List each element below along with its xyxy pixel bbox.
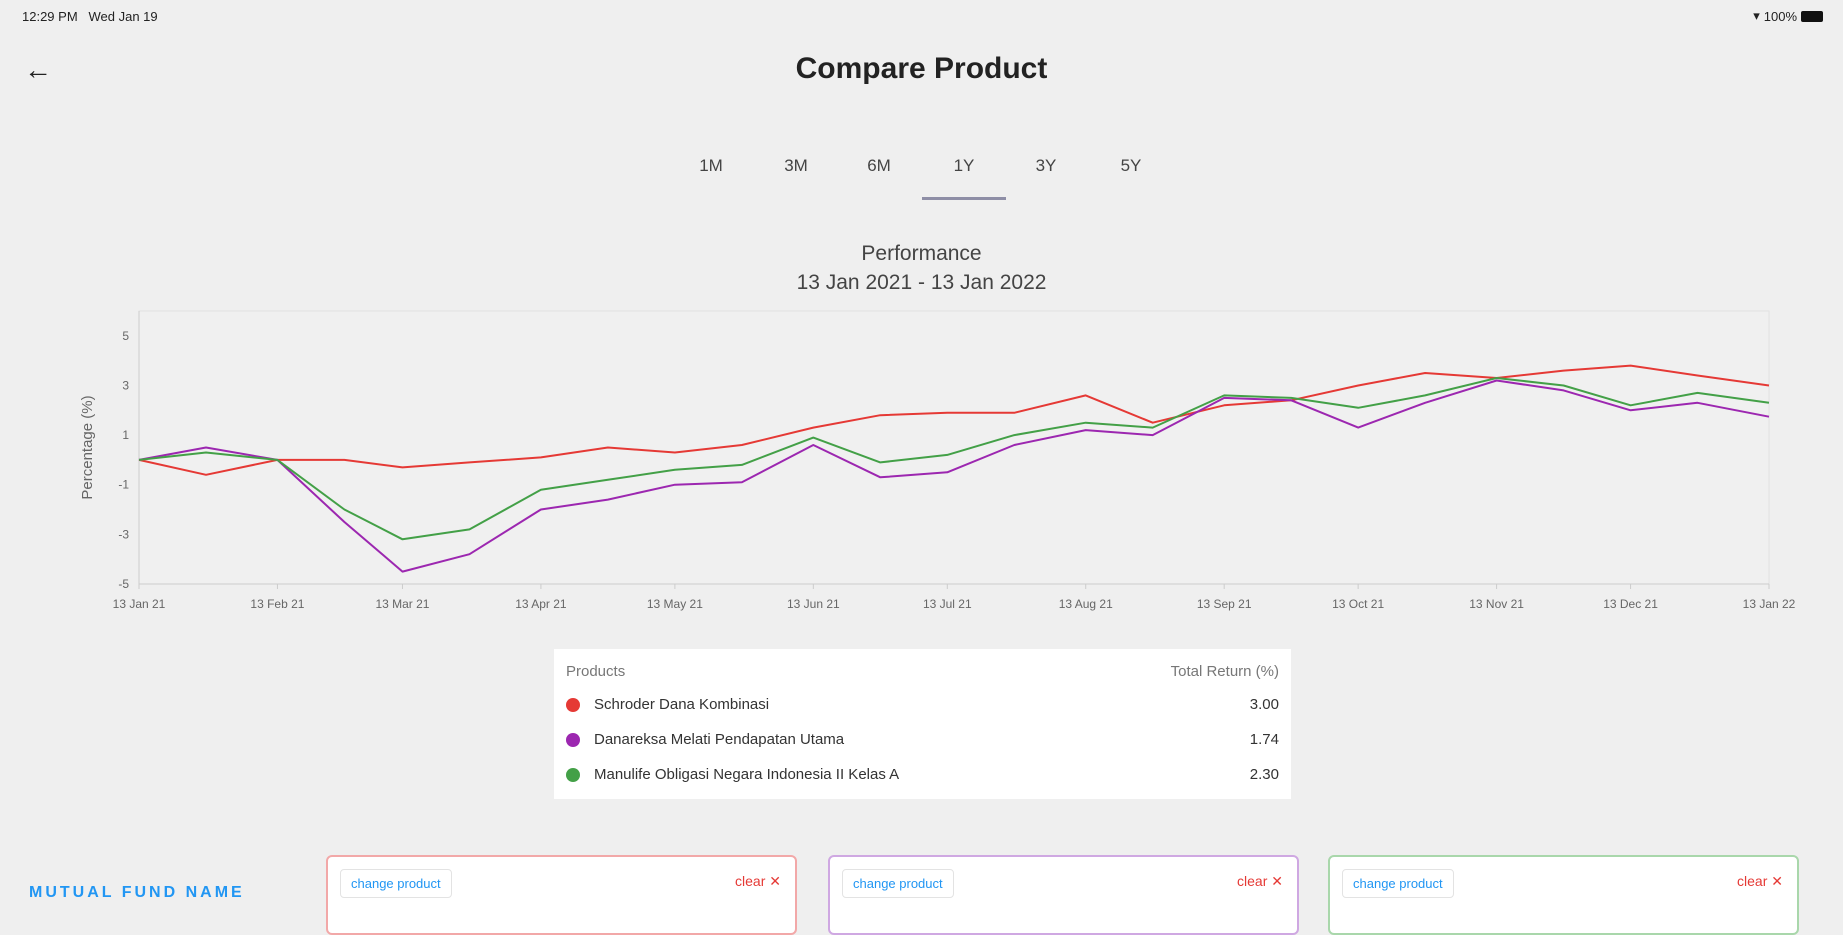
time: 12:29 PM [22,9,78,24]
product-name: Schroder Dana Kombinasi [594,696,770,713]
plot-area [138,310,1770,585]
wifi-icon: ▾ [1753,8,1760,23]
product-name: Danareksa Melati Pendapatan Utama [594,731,845,748]
x-tick-label: 13 Nov 21 [1469,597,1524,611]
tab-1y[interactable]: 1Y [953,156,975,175]
y-axis-label: Percentage (%) [79,395,96,499]
y-tick-label: 5 [122,329,129,343]
tab-5y[interactable]: 5Y [1120,156,1142,175]
battery-icon [1801,10,1823,22]
active-tab-indicator [922,197,1006,200]
product-card-1: change product clear ✕ [326,855,797,935]
x-tick-label: 13 Jan 22 [1743,597,1796,611]
clear-button[interactable]: clear ✕ [735,873,781,889]
y-tick-label: -5 [118,577,129,591]
legend-header: Products Total Return (%) [566,663,1279,680]
product-card-2: change product clear ✕ [828,855,1299,935]
change-product-button[interactable]: change product [842,869,954,898]
change-product-button[interactable]: change product [1342,869,1454,898]
series-line-3 [138,377,1770,541]
header-products: Products [566,663,626,680]
x-tick-label: 13 Dec 21 [1603,597,1658,611]
x-tick-label: 13 Jun 21 [787,597,840,611]
legend-row: Danareksa Melati Pendapatan Utama 1.74 [566,731,1279,748]
legend-dot-icon [566,697,580,712]
y-tick-label: -3 [118,527,129,541]
x-tick-label: 13 Apr 21 [515,597,567,611]
product-name: Manulife Obligasi Negara Indonesia II Ke… [594,766,900,783]
total-return: 2.30 [1249,766,1279,783]
legend-table: Products Total Return (%) Schroder Dana … [554,649,1291,799]
change-product-button[interactable]: change product [340,869,452,898]
status-bar-right: ▾ 100% [1753,8,1823,24]
x-tick-label: 13 Mar 21 [375,597,429,611]
y-tick-label: 3 [122,378,129,392]
x-tick-label: 13 Feb 21 [250,597,304,611]
tab-3y[interactable]: 3Y [1035,156,1057,175]
legend-row: Schroder Dana Kombinasi 3.00 [566,696,1279,713]
header-total-return: Total Return (%) [1170,663,1279,680]
x-tick-label: 13 Aug 21 [1059,597,1113,611]
x-tick-label: 13 May 21 [647,597,703,611]
total-return: 1.74 [1249,731,1279,748]
product-card-3: change product clear ✕ [1328,855,1799,935]
tab-1m[interactable]: 1M [699,156,723,175]
page-title: Compare Product [795,52,1048,85]
arrow-left-icon: ← [24,54,52,85]
x-tick-label: 13 Jan 21 [113,597,166,611]
clear-button[interactable]: clear ✕ [1237,873,1283,889]
chart-date-range: 13 Jan 2021 - 13 Jan 2022 [796,271,1047,294]
series-line-2 [138,379,1770,573]
date: Wed Jan 19 [88,9,158,24]
mutual-fund-name-label: MUTUAL FUND NAME [29,884,245,901]
clear-button[interactable]: clear ✕ [1737,873,1783,889]
back-button[interactable]: ← [24,56,52,84]
y-tick-label: 1 [122,428,129,442]
legend-dot-icon [566,732,580,747]
x-tick-label: 13 Sep 21 [1197,597,1252,611]
x-tick-label: 13 Oct 21 [1332,597,1384,611]
legend-dot-icon [566,767,580,782]
legend-row: Manulife Obligasi Negara Indonesia II Ke… [566,766,1279,783]
tab-6m[interactable]: 6M [867,156,891,175]
tab-3m[interactable]: 3M [784,156,808,175]
chart-title: Performance [861,242,982,265]
x-tick-label: 13 Jul 21 [923,597,972,611]
performance-chart: -5 -3 -1 1 3 5 Percentage (%) 13 Jan 21 13 Feb 2… [79,310,1796,611]
total-return: 3.00 [1249,696,1279,713]
y-tick-label: -1 [118,478,129,492]
status-bar-time: 12:29 PM Wed Jan 19 [22,9,158,24]
battery-level: 100% [1763,8,1797,24]
